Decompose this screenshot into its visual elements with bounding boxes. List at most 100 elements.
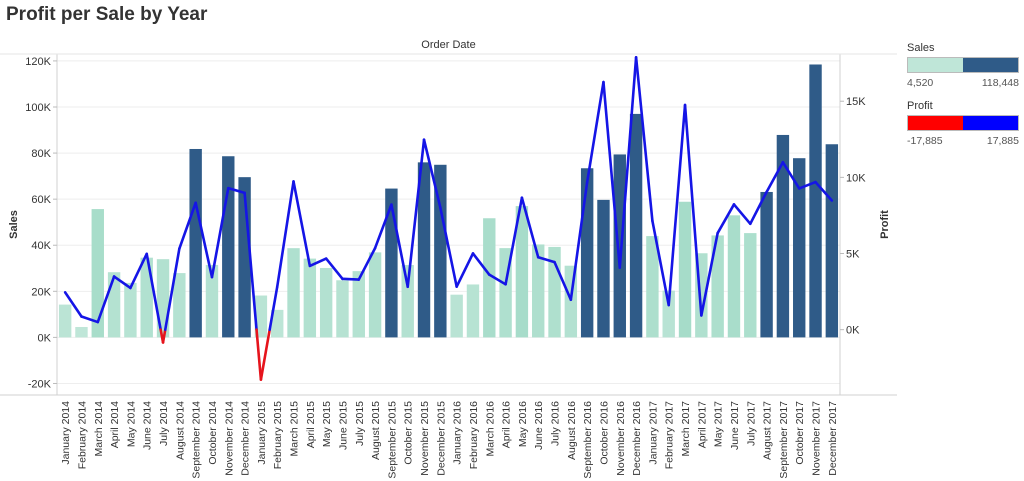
sales-bar [450,294,463,338]
y-right-tick-label: 10K [846,172,866,184]
x-tick-label: January 2016 [452,401,464,465]
profit-line-segment [129,252,149,290]
sales-bar [140,257,153,338]
profit-line-segment [618,55,638,269]
sales-bar [646,236,659,338]
profit-line-segment [732,203,752,226]
profit-line-segment [324,257,344,281]
sales-legend[interactable]: Sales 4,520 118,448 [907,42,1019,89]
x-tick-label: April 2017 [696,401,708,448]
sales-bar [222,156,235,338]
x-tick-label: July 2017 [745,401,757,446]
profit-line-segment [259,328,271,381]
profit-line-segment [520,196,540,259]
profit-line-segment [373,203,393,250]
x-tick-label: April 2015 [305,401,317,448]
sales-legend-max: 118,448 [981,77,1019,89]
sales-bar [466,284,480,338]
y-left-tick-label: 120K [25,56,51,68]
profit-line-segment [765,160,785,194]
x-tick-label: September 2014 [191,401,203,479]
profit-line-segment [275,180,295,289]
x-tick-label: January 2014 [60,401,72,465]
sales-bar [580,168,594,338]
y-right-tick-label: 15K [846,96,866,108]
sales-bar [368,252,382,338]
profit-legend[interactable]: Profit -17,885 17,885 [907,100,1019,147]
sales-bar [662,290,675,338]
sales-bar [434,164,447,338]
sales-bar [254,295,268,338]
x-tick-label: August 2017 [762,401,774,460]
sales-bar [205,264,219,338]
sales-legend-title: Sales [907,42,935,54]
profit-line-segment [406,138,426,289]
profit-line-segment [163,247,181,331]
y-left-tick-label: 100K [25,102,51,114]
x-tick-label: October 2016 [598,401,610,465]
profit-line-segment [226,186,246,195]
profit-line-segment [683,103,703,317]
chart: Order Date 120K 100K 80K 60K 40K 20K 0K -20K 15K 1… [0,39,897,479]
profit-line-segment [651,219,671,307]
profit-line-segment [602,80,622,269]
sales-bar [303,258,317,338]
sales-bar [287,248,300,338]
x-tick-label: October 2017 [794,401,806,465]
profit-legend-max: 17,885 [986,135,1019,147]
sales-bar [597,199,610,338]
x-tick-label: February 2017 [664,401,676,469]
sales-bar [336,280,349,338]
sales-bar [760,191,773,338]
profit-legend-min: -17,885 [907,135,943,147]
profit-line-segment [455,252,475,288]
profit-legend-title: Profit [907,100,933,112]
x-tick-label: July 2015 [354,401,366,446]
y-left-tick-label: 0K [38,332,52,344]
x-tick-label: August 2016 [566,401,578,460]
x-tick-label: July 2014 [158,401,170,446]
profit-line-segment [292,180,312,268]
sales-legend-high-swatch [963,58,1018,72]
sales-bar [124,282,137,338]
x-tick-label: June 2015 [337,401,349,450]
x-tick-label: June 2017 [729,401,741,450]
sales-bar [271,309,284,338]
x-tick-label: May 2017 [713,401,725,447]
x-tick-label: December 2015 [435,401,447,476]
y-left-tick-label: 60K [31,194,51,206]
profit-line-segment [96,275,116,324]
x-tick-label: June 2014 [142,401,154,450]
x-tick-label: December 2016 [631,401,643,476]
profit-legend-pos-swatch [963,116,1018,130]
x-tick-label: April 2014 [109,401,121,448]
x-tick-label: January 2015 [256,401,268,465]
sales-bar [91,209,104,338]
x-tick-label: June 2016 [533,401,545,450]
sales-bar [75,326,88,338]
profit-line-segment [112,275,132,290]
sales-bar [793,158,806,338]
sales-bar [417,162,431,338]
y-left-axis-title: Sales [8,210,20,239]
profit-line-segment [667,103,687,307]
profit-line-segment [504,196,524,286]
y-right-tick-label: 5K [846,249,860,261]
x-tick-label: September 2017 [778,401,790,479]
x-tick-label: February 2016 [468,401,480,469]
profit-line-segment [700,231,719,317]
sales-bar [189,148,202,338]
profit-line-segment [748,190,768,226]
profit-line-segment [268,285,279,331]
x-tick-label: August 2015 [370,401,382,460]
x-tick-label: May 2014 [125,401,137,447]
sales-bar [613,154,626,338]
sales-bar [727,215,741,338]
x-tick-label: October 2014 [207,401,219,465]
x-tick-label: March 2014 [93,401,105,457]
y-left-tick-label: 20K [31,286,51,298]
sales-bar [352,271,365,338]
x-tick-label: November 2014 [223,401,235,476]
profit-line-segment [63,291,83,318]
sales-bar [776,134,790,338]
